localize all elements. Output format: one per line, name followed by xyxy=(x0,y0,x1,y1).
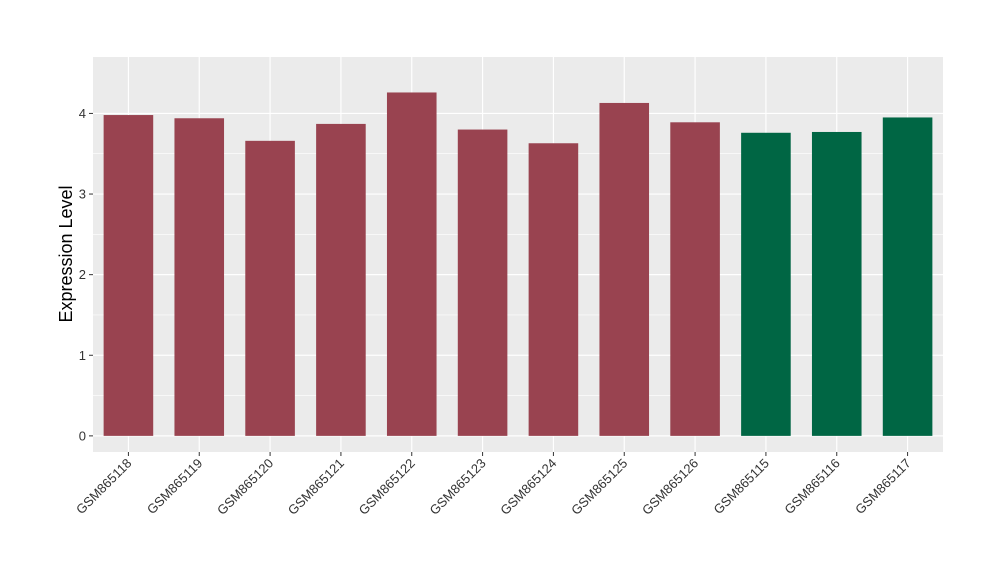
bar-GSM865126 xyxy=(670,122,720,436)
x-tick-label: GSM865116 xyxy=(781,456,843,518)
bar-GSM865118 xyxy=(103,115,154,436)
bar-GSM865115 xyxy=(741,132,791,436)
x-tick-label: GSM865119 xyxy=(144,456,206,518)
bar-GSM865122 xyxy=(386,92,437,436)
bar-GSM865124 xyxy=(528,143,579,436)
x-axis: GSM865118 GSM865119 GSM865120 GSM865121 GSM8… xyxy=(73,452,914,518)
minor-gridlines xyxy=(93,153,943,396)
bar-GSM865120 xyxy=(245,140,295,436)
x-tick-label: GSM865121 xyxy=(285,456,347,518)
bar-GSM865125 xyxy=(599,102,650,436)
x-tick-label: GSM865126 xyxy=(639,456,701,518)
y-axis-title: Expression Level xyxy=(56,185,76,322)
plot-panel xyxy=(93,57,943,452)
bars xyxy=(103,92,933,436)
x-tick-label: GSM865118 xyxy=(73,456,135,518)
bar-GSM865117 xyxy=(882,117,933,436)
bar-GSM865123 xyxy=(457,129,508,436)
x-tick-label: GSM865124 xyxy=(497,456,559,518)
bar-GSM865121 xyxy=(316,123,366,436)
y-tick-label: 0 xyxy=(79,428,86,443)
x-tick-label: GSM865123 xyxy=(426,456,488,518)
bar-GSM865119 xyxy=(174,118,225,436)
x-tick-label: GSM865122 xyxy=(356,456,418,518)
bar-GSM865116 xyxy=(811,131,862,436)
x-tick-label: GSM865117 xyxy=(852,456,914,518)
x-tick-label: GSM865125 xyxy=(568,456,630,518)
y-axis: 0 1 2 3 4 xyxy=(79,106,93,443)
x-tick-label: GSM865120 xyxy=(214,456,276,518)
y-tick-label: 1 xyxy=(79,348,86,363)
y-tick-label: 3 xyxy=(79,187,86,202)
y-tick-label: 2 xyxy=(79,267,86,282)
x-tick-label: GSM865115 xyxy=(710,456,772,518)
y-tick-label: 4 xyxy=(79,106,86,121)
